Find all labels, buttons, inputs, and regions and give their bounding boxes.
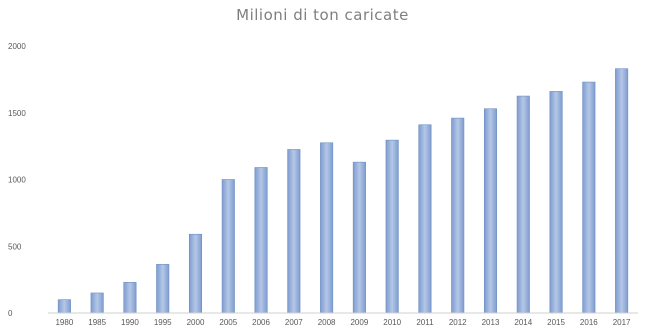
- x-tick-label: 2007: [285, 318, 303, 327]
- bar-2017: [615, 68, 629, 314]
- x-tick-label: 2015: [547, 318, 565, 327]
- x-tick-label: 2010: [383, 318, 401, 327]
- x-tick-label: 2011: [416, 318, 434, 327]
- y-tick-label: 0: [8, 309, 13, 318]
- x-tick-label: 2008: [318, 318, 336, 327]
- chart-title: Milioni di ton caricate: [236, 6, 409, 24]
- bar-1990: [123, 281, 137, 314]
- bar-2007: [287, 149, 301, 314]
- y-axis: 0 500 1000 1500 2000: [8, 42, 26, 318]
- x-tick-label: 2012: [449, 318, 467, 327]
- bar-2010: [385, 139, 399, 314]
- y-tick-label: 1500: [8, 109, 26, 118]
- bar-1980: [57, 299, 71, 314]
- x-tick-label: 1980: [55, 318, 73, 327]
- x-tick-label: 2006: [252, 318, 270, 327]
- x-tick-label: 2009: [350, 318, 368, 327]
- bars-group: [57, 68, 629, 314]
- y-tick-label: 2000: [8, 42, 26, 51]
- bar-2000: [188, 233, 203, 314]
- y-tick-label: 500: [8, 242, 22, 251]
- bar-2016: [582, 81, 596, 314]
- y-tick-label: 1000: [8, 176, 26, 185]
- bar-2014: [516, 95, 530, 314]
- x-axis: 1980 1985 1990 1995 2000 2005 2006 2007 2008 2009…: [48, 312, 638, 327]
- x-tick-label: 1990: [121, 318, 139, 327]
- bar-2013: [483, 108, 498, 314]
- bar-2009: [352, 161, 366, 314]
- x-tick-label: 2016: [580, 318, 598, 327]
- x-tick-label: 2014: [514, 318, 532, 327]
- x-tick-label: 2013: [482, 318, 500, 327]
- x-tick-label: 2017: [613, 318, 631, 327]
- bar-2011: [418, 124, 432, 314]
- bar-1985: [90, 292, 104, 314]
- bar-2015: [549, 91, 563, 314]
- bar-1995: [156, 263, 170, 314]
- bar-2012: [451, 117, 465, 314]
- x-tick-label: 2005: [219, 318, 237, 327]
- x-tick-label: 1985: [88, 318, 106, 327]
- bar-2008: [320, 142, 334, 314]
- bar-2006: [254, 167, 268, 314]
- x-tick-label: 2000: [187, 318, 205, 327]
- bar-2005: [221, 179, 235, 314]
- x-tick-label: 1995: [154, 318, 172, 327]
